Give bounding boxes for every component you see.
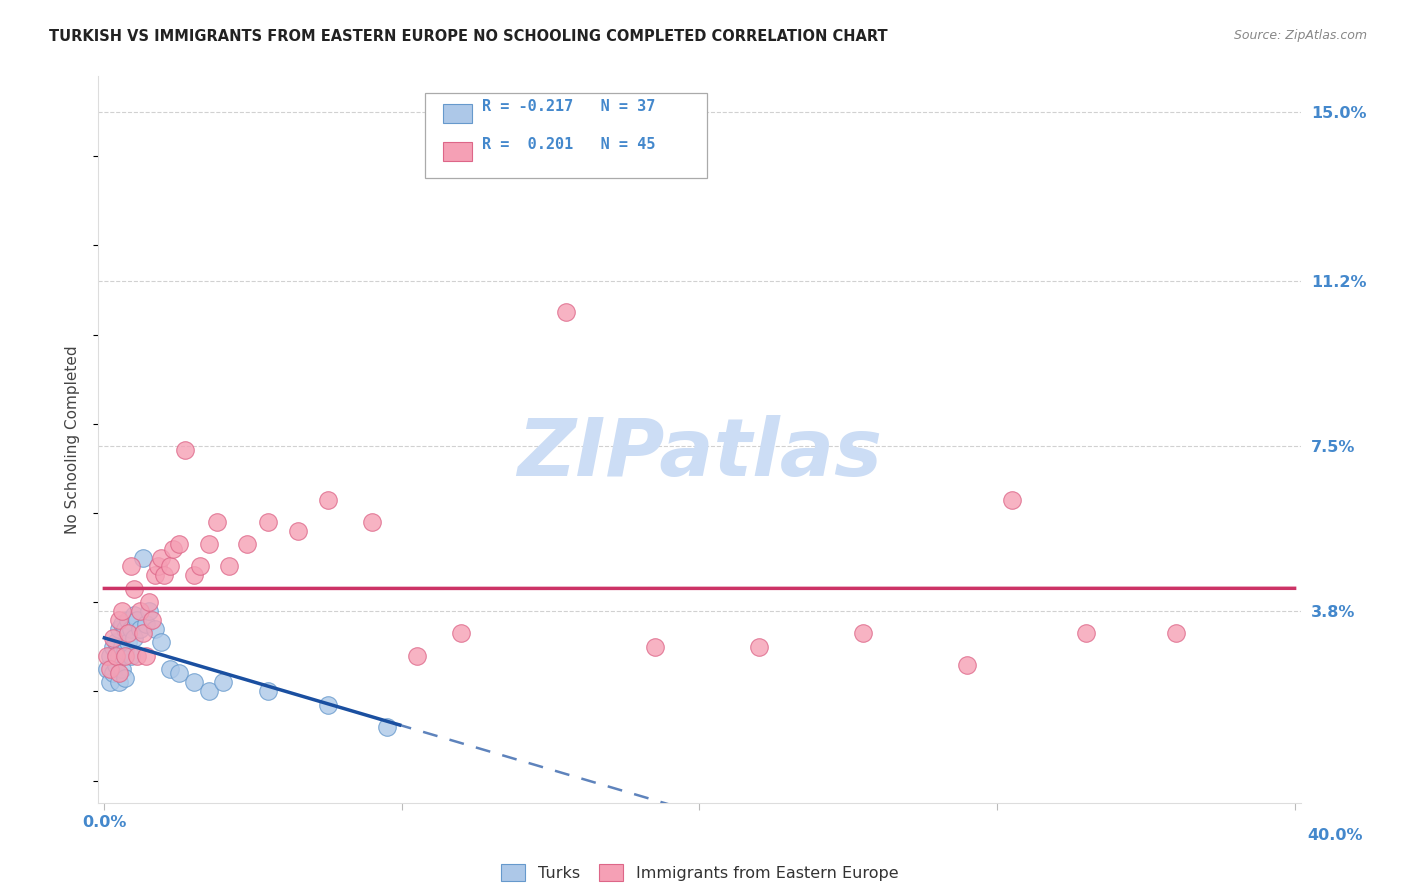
Point xyxy=(103,640,125,654)
Point xyxy=(159,662,181,676)
Point xyxy=(122,608,145,623)
Point xyxy=(111,640,134,654)
Point xyxy=(108,648,131,663)
Point xyxy=(117,635,139,649)
Point xyxy=(127,613,149,627)
Point xyxy=(149,635,172,649)
Point xyxy=(108,613,131,627)
Point xyxy=(103,631,125,645)
Point xyxy=(98,662,121,676)
Point xyxy=(96,648,118,663)
Point xyxy=(1001,492,1024,507)
Point xyxy=(149,550,172,565)
Point xyxy=(114,644,136,658)
Point xyxy=(111,662,134,676)
Point xyxy=(644,640,666,654)
Point xyxy=(375,720,398,734)
Point xyxy=(257,515,280,529)
Point xyxy=(153,568,176,582)
Point xyxy=(197,684,219,698)
Point xyxy=(122,631,145,645)
Point xyxy=(207,515,229,529)
Point xyxy=(111,604,134,618)
Point xyxy=(212,675,235,690)
Text: TURKISH VS IMMIGRANTS FROM EASTERN EUROPE NO SCHOOLING COMPLETED CORRELATION CHA: TURKISH VS IMMIGRANTS FROM EASTERN EUROP… xyxy=(49,29,887,44)
Text: ZIPatlas: ZIPatlas xyxy=(517,415,882,493)
Point xyxy=(98,675,121,690)
Point xyxy=(748,640,770,654)
Point xyxy=(120,648,142,663)
Point xyxy=(96,662,118,676)
Point xyxy=(132,550,155,565)
Text: Source: ZipAtlas.com: Source: ZipAtlas.com xyxy=(1233,29,1367,42)
Point xyxy=(316,492,339,507)
Point xyxy=(114,648,136,663)
Point xyxy=(120,559,142,574)
Point xyxy=(98,648,121,663)
Point xyxy=(135,617,157,632)
Text: 40.0%: 40.0% xyxy=(1308,828,1362,843)
Point xyxy=(554,305,576,319)
Point xyxy=(132,626,155,640)
Point xyxy=(197,537,219,551)
Point xyxy=(183,568,205,582)
Legend: Turks, Immigrants from Eastern Europe: Turks, Immigrants from Eastern Europe xyxy=(496,860,903,886)
Point xyxy=(143,568,166,582)
Point xyxy=(188,559,211,574)
Point xyxy=(117,626,139,640)
Point xyxy=(135,648,157,663)
Point xyxy=(287,524,309,538)
Point xyxy=(159,559,181,574)
Point xyxy=(257,684,280,698)
Point xyxy=(117,613,139,627)
Point xyxy=(114,622,136,636)
Point xyxy=(108,666,131,681)
Point xyxy=(122,582,145,596)
Point xyxy=(852,626,875,640)
Point xyxy=(138,595,160,609)
Point xyxy=(105,648,128,663)
Point xyxy=(120,622,142,636)
Point xyxy=(105,635,128,649)
Point xyxy=(183,675,205,690)
Point xyxy=(173,443,195,458)
Text: R =  0.201   N = 45: R = 0.201 N = 45 xyxy=(482,136,655,152)
Point xyxy=(167,537,190,551)
Point xyxy=(103,666,125,681)
Point xyxy=(129,622,152,636)
Point xyxy=(956,657,979,672)
Point xyxy=(236,537,259,551)
Point xyxy=(111,617,134,632)
Point xyxy=(218,559,240,574)
Point xyxy=(1076,626,1098,640)
Text: R = -0.217   N = 37: R = -0.217 N = 37 xyxy=(482,99,655,114)
Point xyxy=(108,622,131,636)
Point xyxy=(138,604,160,618)
Point xyxy=(167,666,190,681)
Point xyxy=(141,613,163,627)
Y-axis label: No Schooling Completed: No Schooling Completed xyxy=(65,345,80,533)
Point xyxy=(127,648,149,663)
Point xyxy=(162,541,184,556)
Point xyxy=(105,657,128,672)
Point xyxy=(1164,626,1187,640)
Point xyxy=(450,626,472,640)
Point xyxy=(405,648,427,663)
Point xyxy=(114,671,136,685)
Point xyxy=(361,515,384,529)
Point xyxy=(316,698,339,712)
Point xyxy=(146,559,169,574)
Point xyxy=(143,622,166,636)
Point xyxy=(129,604,152,618)
Point xyxy=(108,675,131,690)
